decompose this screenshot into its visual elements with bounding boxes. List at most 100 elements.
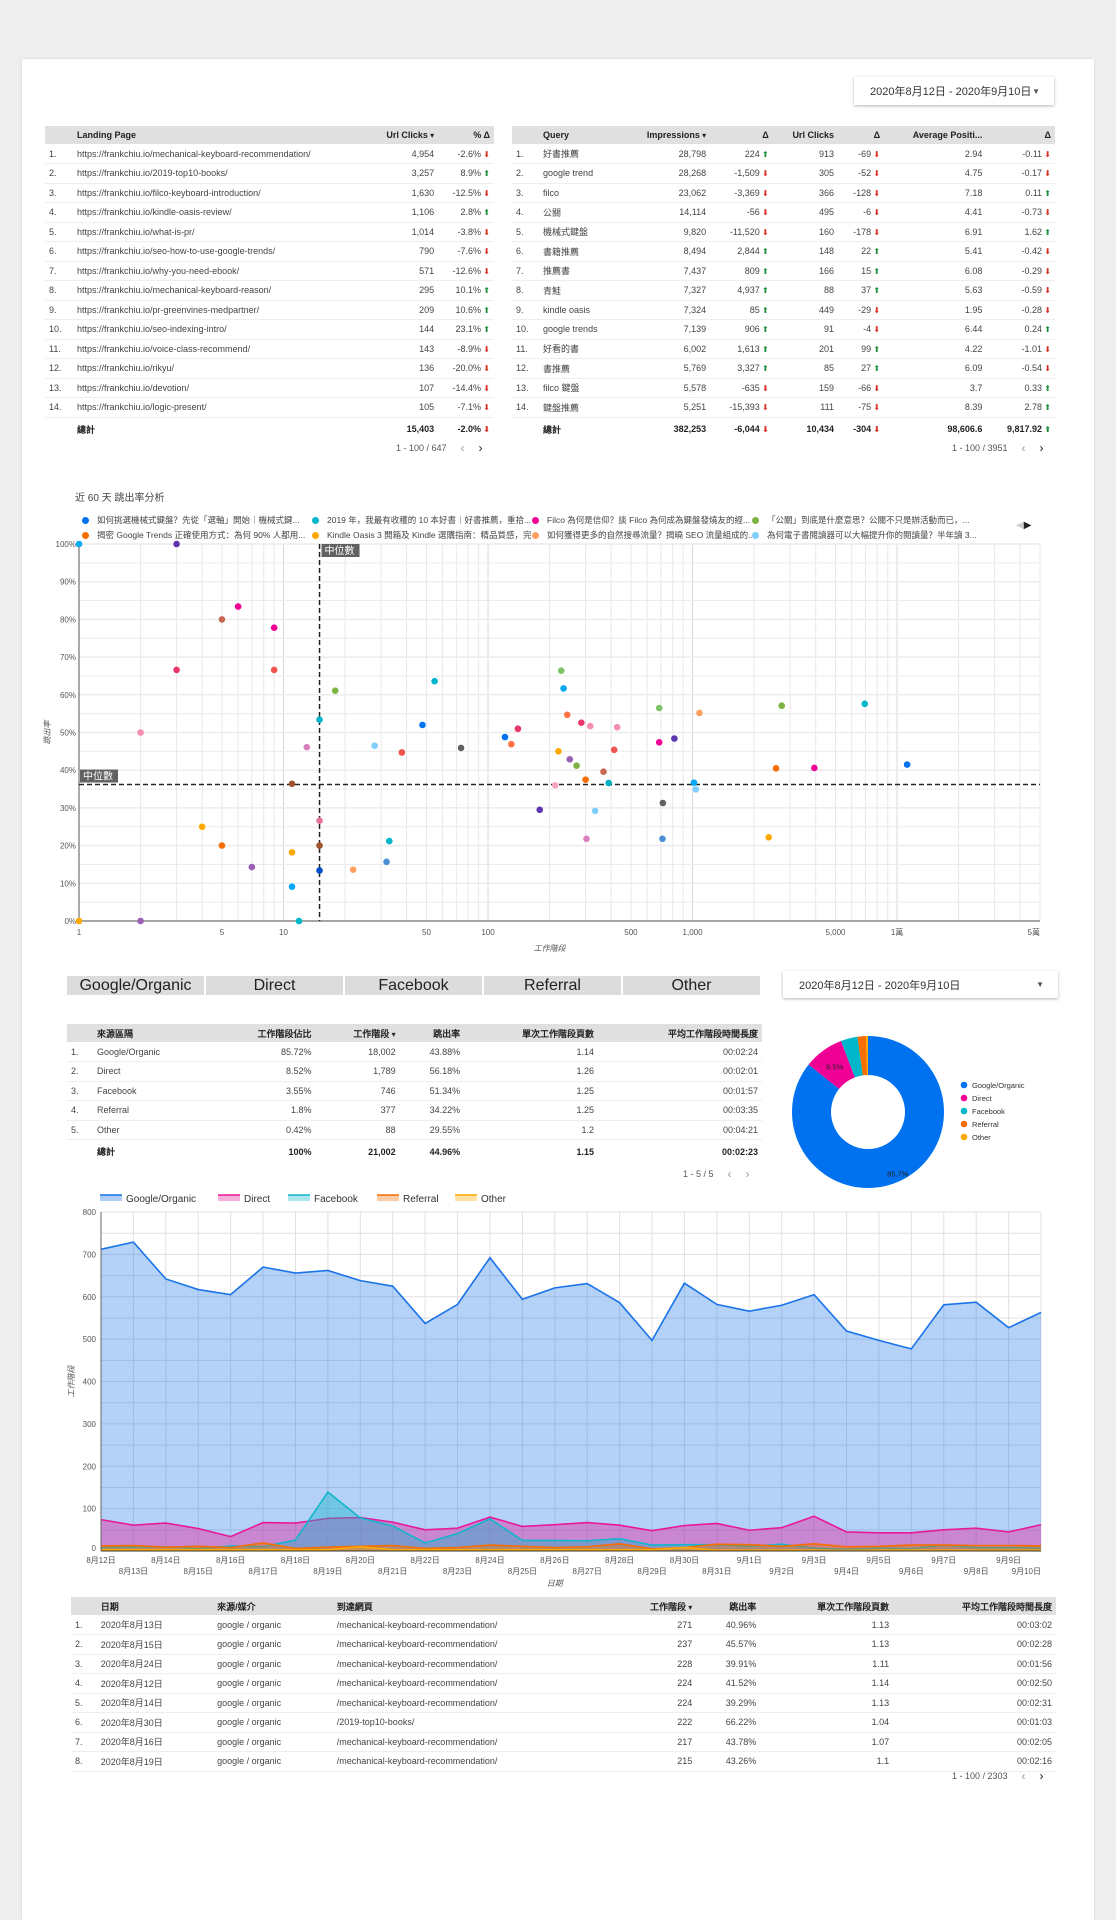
table-row[interactable]: 12. 書推薦 5,769 3,327 ⬆ 85 27 ⬆ 6.09 -0.54 ⬇: [512, 358, 1055, 379]
scatter-point[interactable]: [371, 742, 378, 749]
legend-item[interactable]: Google/Organic: [100, 1194, 196, 1205]
column-header[interactable]: 工作階段 ▾: [315, 1024, 400, 1042]
prev-page-icon[interactable]: ‹: [1021, 1769, 1026, 1783]
prev-page-icon[interactable]: ‹: [460, 441, 465, 455]
donut-slice[interactable]: [857, 1036, 868, 1076]
legend-item[interactable]: 為何電子書閱讀器可以大幅提升你的閱讀量？半年讀 3...: [752, 529, 992, 541]
table-row[interactable]: 3. filco 23,062 -3,369 ⬇ 366 -128 ⬇ 7.18 0.11 ⬆: [512, 183, 1055, 203]
scatter-point[interactable]: [610, 746, 618, 754]
column-header[interactable]: 工作階段佔比: [211, 1024, 316, 1042]
scatter-point[interactable]: [692, 786, 700, 793]
column-header[interactable]: 跳出率: [399, 1024, 465, 1042]
scatter-point[interactable]: [655, 739, 663, 746]
scatter-point[interactable]: [811, 764, 818, 772]
scatter-point[interactable]: [316, 842, 323, 849]
donut-legend-item[interactable]: Google/Organic: [960, 1081, 1025, 1090]
column-header[interactable]: 平均工作階段時間長度: [893, 1597, 1056, 1615]
column-header[interactable]: 日期: [96, 1597, 214, 1615]
column-header[interactable]: 來源區隔: [92, 1024, 212, 1042]
scatter-point[interactable]: [75, 540, 83, 548]
scatter-point[interactable]: [514, 725, 522, 733]
scatter-point[interactable]: [578, 719, 585, 726]
scatter-point[interactable]: [551, 781, 559, 789]
tab-facebook[interactable]: Facebook: [345, 976, 482, 995]
table-row[interactable]: 12. https://frankchiu.io/rikyu/136 -20.0% …: [45, 358, 494, 379]
scatter-point[interactable]: [173, 540, 180, 548]
column-header[interactable]: 平均工作階段時間長度: [597, 1024, 762, 1042]
next-page-icon[interactable]: ›: [745, 1167, 750, 1181]
table-row[interactable]: 3. https://frankchiu.io/filco-keyboard-in…: [45, 183, 494, 203]
table-row[interactable]: 4. 2020年8月12日 google / organic/mechanical-…: [71, 1673, 1056, 1694]
scatter-point[interactable]: [765, 834, 772, 841]
legend-item[interactable]: 如何挑選機械式鍵盤？先從「選軸」開始｜機械式鍵...: [82, 514, 312, 526]
scatter-point[interactable]: [655, 704, 663, 712]
scatter-point[interactable]: [173, 666, 180, 674]
table-row[interactable]: 11. https://frankchiu.io/voice-class-reco…: [45, 339, 494, 359]
legend-item[interactable]: Kindle Oasis 3 開箱及 Kindle 選購指南：精品質感，完...: [312, 529, 532, 541]
scatter-point[interactable]: [563, 711, 571, 719]
scatter-point[interactable]: [536, 806, 544, 814]
scatter-point[interactable]: [218, 842, 226, 849]
scatter-point[interactable]: [501, 733, 509, 741]
table-row[interactable]: 6. 2020年8月30日 google / organic/2019-top10-…: [71, 1712, 1056, 1733]
table-row[interactable]: 8. https://frankchiu.io/mechanical-keyboa…: [45, 280, 494, 301]
scatter-point[interactable]: [316, 716, 323, 723]
tab-google-organic[interactable]: Google/Organic: [67, 976, 204, 995]
table-row[interactable]: 13. https://frankchiu.io/devotion/107 -14.…: [45, 378, 494, 398]
scatter-point[interactable]: [566, 755, 574, 763]
legend-item[interactable]: Filco 為何是信仰？談 Filco 為何成為鍵盤發燒友的經...: [532, 514, 752, 526]
table-row[interactable]: 5. 機械式鍵盤 9,820 -11,520 ⬇ 160 -178 ⬇ 6.91 1.62 ⬆: [512, 222, 1055, 242]
scatter-point[interactable]: [861, 700, 869, 708]
column-header[interactable]: 單次工作階段頁數: [760, 1597, 894, 1615]
table-row[interactable]: 9. kindle oasis 7,324 85 ⬆ 449 -29 ⬇ 1.95 -0.28…: [512, 300, 1055, 320]
next-page-icon[interactable]: ›: [478, 441, 483, 455]
scatter-point[interactable]: [137, 729, 144, 736]
date-range-picker[interactable]: 2020年8月12日 - 2020年9月10日 ▼: [854, 77, 1054, 105]
column-header[interactable]: Landing Page: [73, 126, 370, 144]
scatter-point[interactable]: [288, 849, 296, 856]
scatter-point[interactable]: [295, 917, 303, 925]
scatter-point[interactable]: [383, 858, 390, 866]
table-row[interactable]: 1. Google/Organic 85.72% 18,002 43.88% 1.14 00…: [67, 1042, 762, 1062]
column-header[interactable]: Δ: [837, 126, 885, 144]
tab-direct[interactable]: Direct: [206, 976, 343, 995]
series-line-other[interactable]: [101, 1545, 1041, 1552]
table-row[interactable]: 14. 鍵盤推薦 5,251 -15,393 ⬇ 111 -75 ⬇ 8.39 2.78 ⬆: [512, 397, 1055, 418]
donut-slice[interactable]: [865, 1036, 868, 1076]
scatter-point[interactable]: [671, 735, 678, 742]
legend-item[interactable]: Facebook: [288, 1194, 359, 1205]
scatter-point[interactable]: [560, 685, 567, 692]
table-row[interactable]: 1. 好書推薦 28,798 224 ⬆ 913 -69 ⬇ 2.94 -0.11 ⬇: [512, 144, 1055, 164]
table-row[interactable]: 2. google trend 28,268 -1,509 ⬇ 305 -52 ⬇ 4.75…: [512, 163, 1055, 184]
column-header[interactable]: 工作階段 ▾: [612, 1597, 697, 1615]
scatter-point[interactable]: [137, 917, 144, 925]
sort-desc-icon[interactable]: ▾: [427, 131, 435, 140]
series-line-facebook[interactable]: [100, 1490, 1042, 1551]
scatter-point[interactable]: [303, 743, 311, 751]
legend-item[interactable]: 「公關」到底是什麼意思？公關不只是辦活動而已，...: [752, 514, 992, 526]
table-row[interactable]: 2. 2020年8月15日 google / organic/mechanical-…: [71, 1634, 1056, 1655]
scatter-point[interactable]: [75, 917, 83, 925]
legend-item[interactable]: Referral: [377, 1194, 439, 1205]
table-row[interactable]: 4. https://frankchiu.io/kindle-oasis-revi…: [45, 202, 494, 223]
scatter-point[interactable]: [690, 779, 698, 786]
scatter-point[interactable]: [583, 835, 590, 843]
series-line-google-organic[interactable]: [100, 1241, 1042, 1350]
next-page-icon[interactable]: ›: [1039, 441, 1044, 455]
scatter-point[interactable]: [270, 624, 278, 631]
table-row[interactable]: 1. 2020年8月13日 google / organic/mechanical-…: [71, 1615, 1056, 1635]
scatter-point[interactable]: [234, 603, 242, 610]
column-header[interactable]: 來源/媒介: [213, 1597, 333, 1615]
column-header[interactable]: 到達網頁: [332, 1597, 613, 1615]
table-row[interactable]: 5. 2020年8月14日 google / organic/mechanical-…: [71, 1693, 1056, 1713]
scatter-point[interactable]: [696, 709, 703, 717]
column-header[interactable]: Url Clicks: [772, 126, 838, 144]
scatter-point[interactable]: [613, 723, 621, 731]
donut-legend-item[interactable]: Other: [960, 1133, 992, 1142]
table-row[interactable]: 14. https://frankchiu.io/logic-present/10…: [45, 397, 494, 418]
tab-referral[interactable]: Referral: [484, 976, 621, 995]
legend-item[interactable]: 揭密 Google Trends 正確使用方式：為何 90% 人都用...: [82, 529, 312, 541]
table-row[interactable]: 4. 公關 14,114 -56 ⬇ 495 -6 ⬇ 4.41 -0.73 ⬇: [512, 202, 1055, 223]
legend-prev-icon[interactable]: ◀: [1016, 520, 1024, 531]
scatter-point[interactable]: [659, 835, 666, 843]
